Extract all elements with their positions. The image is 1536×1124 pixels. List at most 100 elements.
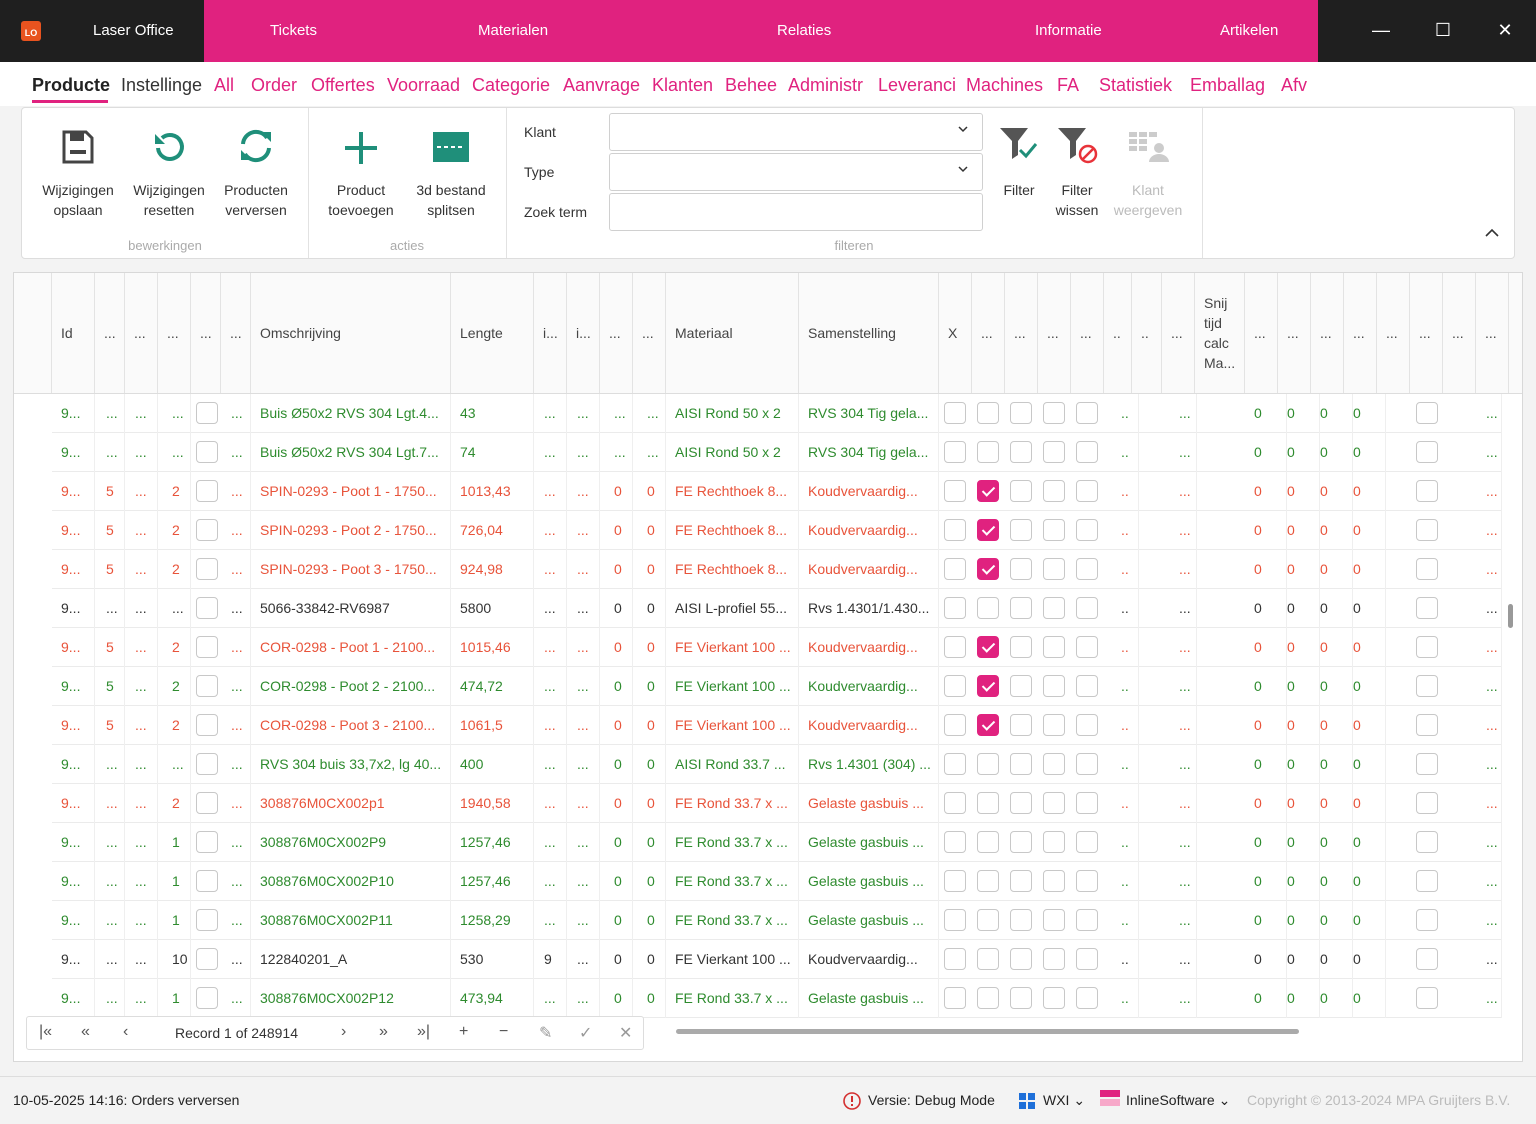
cell-zero[interactable]: 0: [1320, 823, 1353, 862]
cell-omschrijving[interactable]: 122840201_A: [251, 940, 451, 979]
row-checkbox[interactable]: [1043, 948, 1065, 970]
cell-samenstelling[interactable]: Rvs 1.4301/1.430...: [799, 589, 939, 628]
header-col[interactable]: i...: [567, 273, 600, 393]
cell-samenstelling[interactable]: Koudvervaardig...: [799, 667, 939, 706]
cell-zero[interactable]: 0: [1254, 394, 1287, 433]
tab-aanvrage[interactable]: Aanvrage: [563, 75, 641, 95]
cell-omschrijving[interactable]: 308876M0CX002P10: [251, 862, 451, 901]
cell-zero[interactable]: 0: [1287, 667, 1320, 706]
tab-administratie[interactable]: Administr: [788, 75, 864, 95]
cell-lengte[interactable]: 43: [451, 394, 534, 433]
cell-z2[interactable]: ...: [633, 433, 666, 472]
row-checkbox[interactable]: [1416, 675, 1438, 697]
cell-id[interactable]: 9...: [52, 511, 95, 550]
row-checkbox-x[interactable]: [944, 441, 966, 463]
row-checkbox-x[interactable]: [944, 870, 966, 892]
cell-dots[interactable]: ..: [1109, 940, 1139, 979]
cell-z1[interactable]: 0: [600, 784, 633, 823]
row-checkbox[interactable]: [1416, 597, 1438, 619]
table-row[interactable]: 9... 5... 2... SPIN-0293 - Poot 3 - 1750...…: [52, 550, 1502, 589]
cell-dots[interactable]: ...: [221, 472, 251, 511]
row-checkbox[interactable]: [1416, 792, 1438, 814]
cell-z2[interactable]: 0: [633, 472, 666, 511]
prev-record-button[interactable]: ‹: [123, 1023, 129, 1040]
cell-lengte[interactable]: 1257,46: [451, 862, 534, 901]
row-checkbox[interactable]: [1043, 987, 1065, 1009]
cell-a[interactable]: ...: [95, 745, 125, 784]
cell-z1[interactable]: 0: [600, 901, 633, 940]
header-col[interactable]: ...: [1344, 273, 1377, 393]
cell-dots[interactable]: ..: [1109, 706, 1139, 745]
table-row[interactable]: 9......... 1... 308876M0CX002P11 1258,29...…: [52, 901, 1502, 940]
cell-zero[interactable]: 0: [1254, 823, 1287, 862]
cell-b[interactable]: ...: [125, 472, 158, 511]
cell-a[interactable]: 5: [95, 472, 125, 511]
cell-id[interactable]: 9...: [52, 745, 95, 784]
cell-a[interactable]: 5: [95, 628, 125, 667]
cell-dots[interactable]: ...: [221, 784, 251, 823]
row-checkbox-flag[interactable]: [977, 519, 999, 541]
cell-z2[interactable]: 0: [633, 589, 666, 628]
cell-z2[interactable]: 0: [633, 745, 666, 784]
row-checkbox[interactable]: [1010, 753, 1032, 775]
cell-i2[interactable]: ...: [567, 979, 600, 1018]
tab-categorie[interactable]: Categorie: [472, 75, 551, 95]
cell-i2[interactable]: ...: [567, 394, 600, 433]
row-checkbox[interactable]: [1076, 402, 1098, 424]
cell-dots[interactable]: ..: [1109, 394, 1139, 433]
cell-z1[interactable]: 0: [600, 628, 633, 667]
cell-b[interactable]: ...: [125, 706, 158, 745]
table-row[interactable]: 9......... 1... 308876M0CX002P12 473,94....…: [52, 979, 1502, 1018]
table-row[interactable]: 9... 5... 2... COR-0298 - Poot 3 - 2100... 1…: [52, 706, 1502, 745]
cell-materiaal[interactable]: FE Vierkant 100 ...: [666, 667, 799, 706]
clear-filter-button[interactable]: Filter wissen: [1052, 122, 1102, 220]
filter-button[interactable]: Filter: [996, 122, 1042, 200]
cell-i2[interactable]: ...: [567, 784, 600, 823]
cell-id[interactable]: 9...: [52, 472, 95, 511]
row-checkbox-x[interactable]: [944, 480, 966, 502]
row-checkbox[interactable]: [196, 948, 218, 970]
cell-qty[interactable]: ...: [158, 589, 191, 628]
cell-dots[interactable]: ...: [221, 940, 251, 979]
cell-z1[interactable]: ...: [600, 433, 633, 472]
cell-id[interactable]: 9...: [52, 706, 95, 745]
cell-dots[interactable]: ...: [221, 862, 251, 901]
cell-samenstelling[interactable]: Gelaste gasbuis ...: [799, 784, 939, 823]
cell-z2[interactable]: 0: [633, 628, 666, 667]
cell-a[interactable]: ...: [95, 589, 125, 628]
row-checkbox[interactable]: [1076, 909, 1098, 931]
cell-zero[interactable]: 0: [1287, 706, 1320, 745]
tab-all[interactable]: All: [214, 75, 235, 95]
row-checkbox[interactable]: [1416, 402, 1438, 424]
row-checkbox-flag[interactable]: [977, 909, 999, 931]
cell-z1[interactable]: 0: [600, 862, 633, 901]
cell-dots[interactable]: ...: [1167, 511, 1197, 550]
cell-id[interactable]: 9...: [52, 784, 95, 823]
cell-dots[interactable]: ..: [1109, 901, 1139, 940]
cell-dots[interactable]: ...: [221, 745, 251, 784]
tab-offertes[interactable]: Offertes: [311, 75, 375, 95]
cell-samenstelling[interactable]: Koudvervaardig...: [799, 550, 939, 589]
cell-dots[interactable]: ...: [221, 667, 251, 706]
cell-dots[interactable]: ...: [221, 706, 251, 745]
maximize-button[interactable]: ☐: [1434, 20, 1452, 40]
row-checkbox[interactable]: [1010, 597, 1032, 619]
header-omschrijving[interactable]: Omschrijving: [251, 273, 451, 393]
cell-i[interactable]: ...: [534, 394, 567, 433]
cell-i[interactable]: ...: [534, 628, 567, 667]
cell-dots[interactable]: ...: [1167, 745, 1197, 784]
cell-qty[interactable]: 2: [158, 511, 191, 550]
cell-dots[interactable]: ...: [1167, 706, 1197, 745]
row-checkbox[interactable]: [1043, 402, 1065, 424]
cell-z1[interactable]: 0: [600, 745, 633, 784]
row-checkbox[interactable]: [1010, 948, 1032, 970]
row-checkbox[interactable]: [1076, 441, 1098, 463]
cell-zero[interactable]: 0: [1254, 862, 1287, 901]
cell-dots[interactable]: ..: [1109, 784, 1139, 823]
tab-machines[interactable]: Machines: [966, 75, 1044, 95]
row-checkbox[interactable]: [196, 480, 218, 502]
row-checkbox[interactable]: [196, 909, 218, 931]
horizontal-scrollbar[interactable]: [676, 1029, 1299, 1034]
cell-b[interactable]: ...: [125, 628, 158, 667]
cell-zero[interactable]: 0: [1353, 511, 1386, 550]
